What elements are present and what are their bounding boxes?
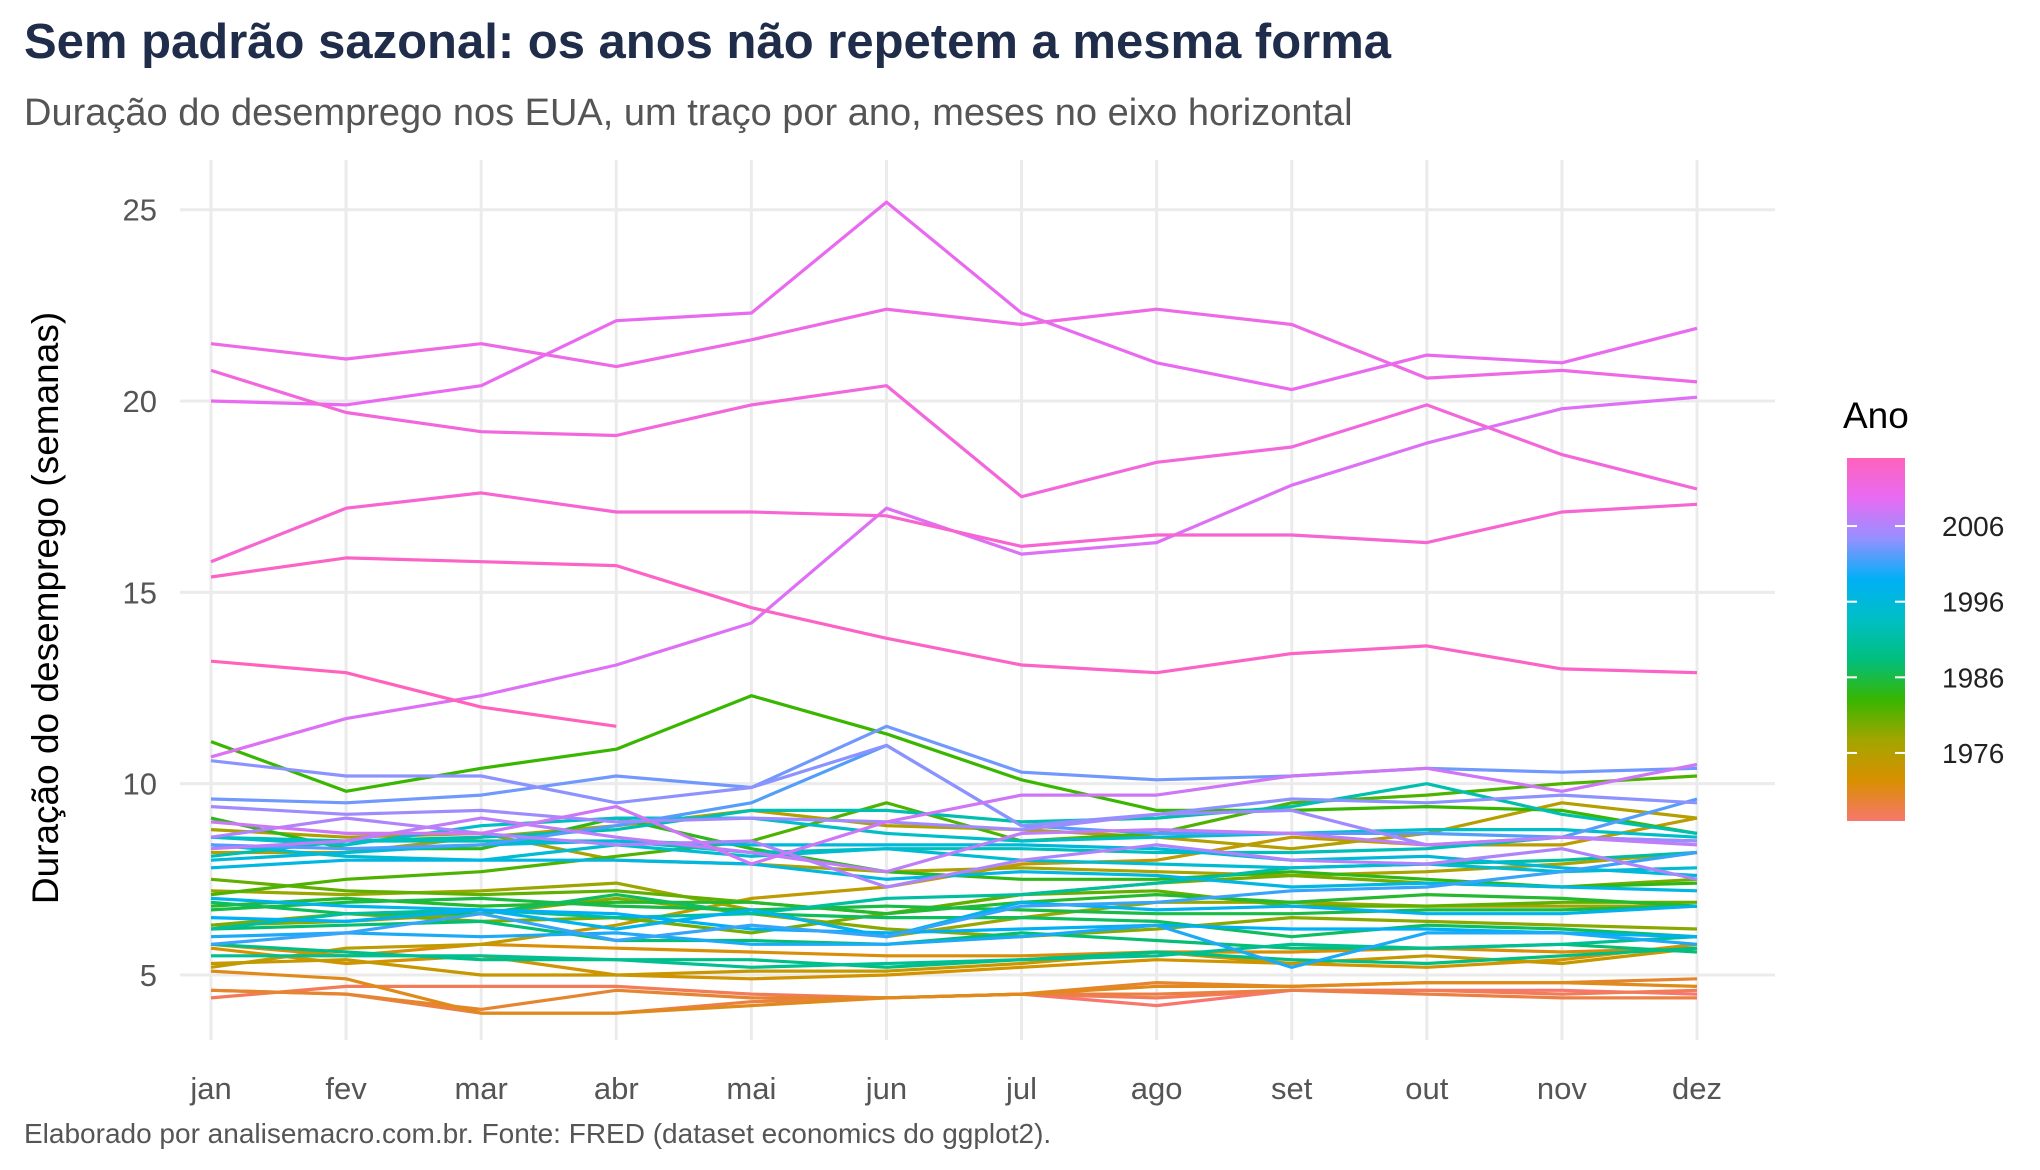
series-line-2013 — [210, 491, 1698, 564]
x-tick-label: abr — [594, 1071, 639, 1106]
y-tick-label: 15 — [123, 575, 157, 610]
series-line-1989 — [210, 942, 1698, 969]
x-tick-label: jan — [189, 1071, 231, 1106]
series-line-2009 — [210, 395, 1698, 759]
series-line-1986 — [210, 896, 1698, 916]
series-line-1999 — [210, 908, 1698, 939]
x-tick-label: fev — [325, 1071, 367, 1106]
series-line-2001 — [210, 850, 1698, 946]
legend-ticks: 1976 1986 1996 2006 — [1847, 511, 2004, 769]
series-line-1992 — [210, 782, 1698, 858]
series-line-2004 — [210, 743, 1698, 828]
x-tick-label: jul — [1005, 1071, 1037, 1106]
y-tick-label: 5 — [140, 958, 157, 993]
series-line-2015 — [210, 659, 617, 728]
series-line-1983 — [210, 694, 1698, 835]
series-line-1987 — [210, 893, 1698, 939]
series-line-2011 — [210, 307, 1698, 384]
color-legend: Ano 1976 1986 1996 2006 — [1843, 395, 2004, 821]
series-line-1981 — [210, 877, 1697, 916]
series-line-2014 — [210, 556, 1698, 675]
x-tick-label: mai — [726, 1071, 776, 1106]
x-tick-label: jun — [865, 1071, 907, 1106]
series-line-1982 — [210, 774, 1698, 897]
y-tick-label: 10 — [123, 767, 157, 802]
chart-caption: Elaborado por analisemacro.com.br. Fonte… — [24, 1118, 1052, 1149]
x-tick-label: mar — [454, 1071, 507, 1106]
series-line-1974 — [210, 946, 1698, 977]
chart-subtitle: Duração do desemprego nos EUA, um traço … — [24, 92, 1353, 134]
series-line-2003 — [210, 724, 1698, 805]
legend-color-bar — [1847, 458, 1905, 821]
series-line-2006 — [210, 816, 1698, 889]
series-line-2010 — [210, 200, 1698, 407]
x-tick-label: out — [1405, 1071, 1448, 1106]
series-line-2008 — [210, 762, 1698, 866]
series-line-1990 — [211, 935, 1698, 969]
legend-tick-label: 1996 — [1942, 587, 2004, 618]
series-line-2000 — [210, 923, 1698, 969]
legend-title: Ano — [1843, 395, 1909, 436]
x-tick-label: set — [1271, 1071, 1313, 1106]
x-tick-label: ago — [1131, 1071, 1183, 1106]
series-line-2012 — [210, 368, 1698, 499]
series-line-1993 — [210, 835, 1698, 855]
legend-tick-label: 1986 — [1942, 662, 2004, 693]
series-line-1998 — [210, 896, 1698, 939]
x-tick-label: nov — [1537, 1071, 1587, 1106]
y-axis-ticks: 5 10 15 20 25 — [123, 193, 157, 993]
series-line-1994 — [210, 816, 1698, 847]
x-axis-ticks: jan fev mar abr mai jun jul ago set out nov dez — [189, 1071, 1722, 1106]
chart-title: Sem padrão sazonal: os anos não repetem … — [24, 15, 1392, 69]
y-tick-label: 20 — [123, 384, 157, 419]
y-tick-label: 25 — [123, 193, 157, 228]
legend-tick-label: 2006 — [1942, 511, 2004, 542]
series-line-1971 — [210, 969, 1698, 1015]
x-tick-label: dez — [1672, 1071, 1722, 1106]
series-layer — [210, 200, 1698, 1015]
series-line-2007 — [210, 816, 1698, 874]
y-axis-title: Duração do desemprego (semanas) — [25, 312, 66, 904]
legend-tick-label: 1976 — [1942, 738, 2004, 769]
